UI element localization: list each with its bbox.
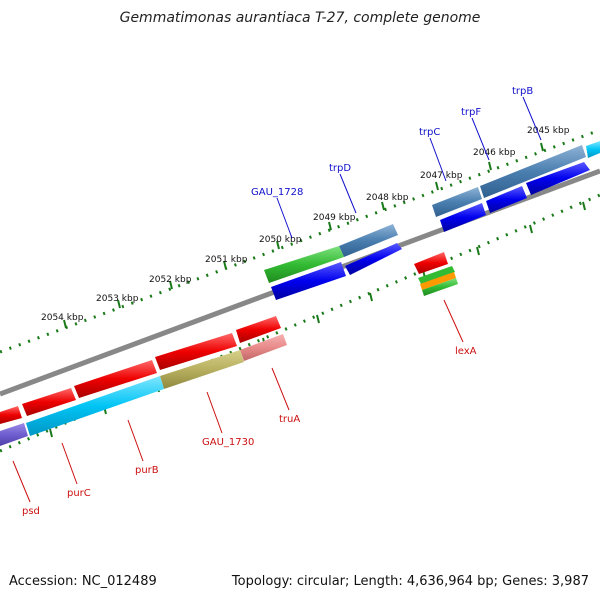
- gene-label-GAU_1728[interactable]: GAU_1728: [251, 187, 303, 198]
- scale-label: 2052 kbp: [149, 275, 192, 285]
- gene-label-trpD[interactable]: trpD: [329, 163, 351, 174]
- gene-arrow[interactable]: [0, 423, 28, 446]
- scale-label: 2045 kbp: [527, 126, 570, 136]
- reverse-genes: [0, 252, 448, 424]
- gene-arrow[interactable]: [420, 272, 456, 290]
- forward-leaders: [276, 96, 542, 239]
- gene-arrow[interactable]: [236, 316, 281, 343]
- gene-arrow[interactable]: [432, 187, 482, 217]
- scale-label: 2047 kbp: [420, 171, 463, 181]
- gene-arrow[interactable]: [26, 376, 164, 436]
- forward-genes-row2: [271, 162, 590, 300]
- gene-arrow[interactable]: [22, 388, 76, 416]
- gene-arrow[interactable]: [414, 252, 448, 274]
- gene-arrow[interactable]: [160, 350, 244, 389]
- outer-ruler-ticks: [63, 142, 544, 329]
- gene-arrow[interactable]: [486, 186, 527, 213]
- gene-arrow[interactable]: [345, 243, 402, 275]
- inner-ruler-ticks: [49, 201, 586, 438]
- gene-arrow[interactable]: [240, 334, 287, 361]
- gene-label-psd[interactable]: psd: [22, 506, 40, 517]
- map-title: Gemmatimonas aurantiaca T-27, complete g…: [119, 10, 481, 26]
- scale-label: 2054 kbp: [41, 313, 84, 323]
- gene-label-GAU_1730[interactable]: GAU_1730: [202, 437, 254, 448]
- gene-arrow[interactable]: [422, 278, 458, 296]
- scale-label: 2048 kbp: [366, 193, 409, 203]
- genome-summary: Topology: circular; Length: 4,636,964 bp…: [231, 574, 589, 589]
- gene-arrow[interactable]: [418, 266, 455, 284]
- gene-label-trpB[interactable]: trpB: [512, 86, 533, 97]
- scale-label: 2050 kbp: [259, 235, 302, 245]
- gene-arrow[interactable]: [526, 162, 590, 195]
- gene-arrow[interactable]: [74, 360, 157, 398]
- gene-label-trpC[interactable]: trpC: [419, 127, 440, 138]
- gene-arrow[interactable]: [0, 406, 22, 424]
- reverse-leaders: [12, 299, 464, 503]
- gene-arrow[interactable]: [480, 145, 586, 198]
- scale-label: 2046 kbp: [473, 148, 516, 158]
- gene-arrow[interactable]: [339, 224, 398, 257]
- gene-arrow[interactable]: [586, 141, 600, 158]
- scale-label: 2053 kbp: [96, 294, 139, 304]
- accession-label: Accession: NC_012489: [9, 574, 157, 589]
- forward-genes: [264, 141, 600, 283]
- reverse-genes-row2: [0, 266, 458, 446]
- scale-label: 2049 kbp: [313, 213, 356, 223]
- scale-label: 2051 kbp: [205, 255, 248, 265]
- gene-arrow[interactable]: [264, 246, 344, 283]
- gene-label-trpF[interactable]: trpF: [461, 107, 481, 118]
- gene-arrow[interactable]: [440, 203, 486, 232]
- gene-arrow[interactable]: [155, 333, 237, 370]
- gene-label-purC[interactable]: purC: [67, 488, 91, 499]
- gene-label-truA[interactable]: truA: [279, 414, 300, 425]
- gene-label-lexA[interactable]: lexA: [455, 346, 477, 357]
- gene-label-purB[interactable]: purB: [135, 465, 159, 476]
- gene-arrow[interactable]: [271, 262, 346, 300]
